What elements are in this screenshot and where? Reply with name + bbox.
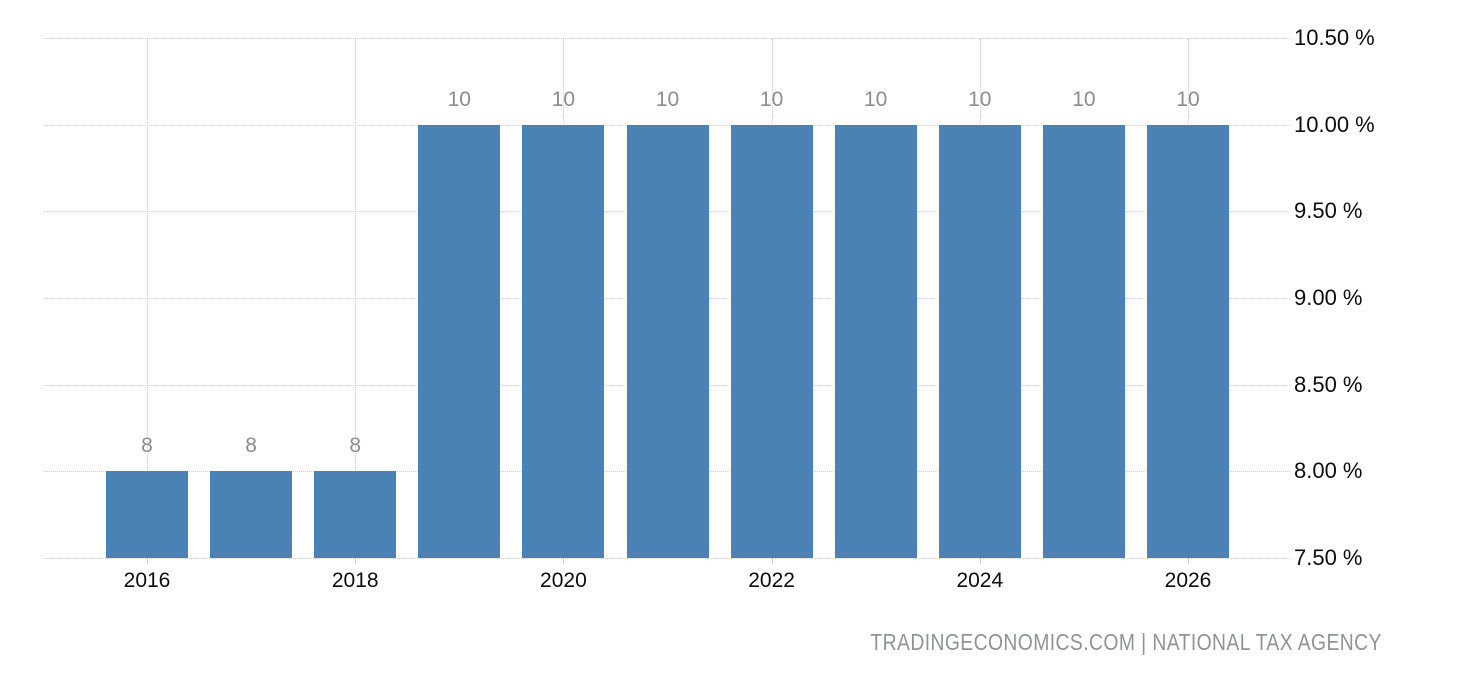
- x-axis-tick: [979, 558, 981, 564]
- x-axis-label: 2024: [956, 569, 1004, 592]
- bar-value-label-2023: 10: [864, 87, 888, 111]
- attribution-text: TRADINGECONOMICS.COM | NATIONAL TAX AGEN…: [870, 629, 1382, 655]
- y-axis-label: 8.50 %: [1294, 371, 1363, 397]
- x-axis-tick: [563, 558, 565, 564]
- y-axis-label: 10.50 %: [1294, 25, 1375, 50]
- bar-value-label-2016: 8: [141, 434, 153, 458]
- bar-2023[interactable]: [834, 124, 917, 558]
- bar-2021[interactable]: [626, 124, 709, 558]
- bar-2017[interactable]: [210, 471, 293, 558]
- y-gridline: [44, 558, 1290, 559]
- x-axis-label: 2016: [123, 569, 171, 592]
- bar-2016[interactable]: [106, 471, 188, 558]
- x-axis-tick: [147, 558, 148, 564]
- y-axis-label: 9.00 %: [1294, 285, 1363, 310]
- x-gridline: [355, 38, 357, 558]
- bar-2024[interactable]: [938, 124, 1021, 558]
- bar-value-label-2021: 10: [655, 87, 680, 111]
- bar-value-label-2019: 10: [447, 87, 471, 111]
- y-axis-label: 7.50 %: [1294, 545, 1363, 570]
- bar-value-label-2024: 10: [968, 87, 992, 111]
- y-gridline: [44, 38, 1290, 39]
- x-axis-label: 2026: [1164, 569, 1212, 592]
- bar-2020[interactable]: [522, 124, 605, 558]
- bar-2025[interactable]: [1042, 124, 1125, 558]
- x-axis-label: 2022: [748, 569, 795, 592]
- bar-value-label-2017: 8: [245, 434, 257, 458]
- y-axis-label: 9.50 %: [1294, 198, 1363, 224]
- bar-2018[interactable]: [314, 471, 397, 558]
- y-axis-label: 10.00 %: [1294, 111, 1375, 137]
- x-axis-label: 2020: [540, 569, 587, 592]
- x-axis-tick: [771, 558, 773, 564]
- bar-value-label-2026: 10: [1176, 87, 1200, 111]
- x-gridline: [147, 38, 148, 558]
- x-axis-tick: [355, 558, 357, 564]
- bar-2026[interactable]: [1147, 124, 1229, 558]
- bar-value-label-2022: 10: [759, 87, 784, 111]
- bar-value-label-2018: 8: [349, 434, 362, 458]
- y-axis-label: 8.00 %: [1294, 458, 1363, 484]
- bar-2019[interactable]: [418, 124, 501, 558]
- bar-value-label-2020: 10: [551, 87, 576, 111]
- bar-2022[interactable]: [730, 124, 813, 558]
- x-axis-label: 2018: [331, 569, 379, 592]
- bar-value-label-2025: 10: [1072, 87, 1096, 111]
- x-axis-tick: [1188, 558, 1189, 564]
